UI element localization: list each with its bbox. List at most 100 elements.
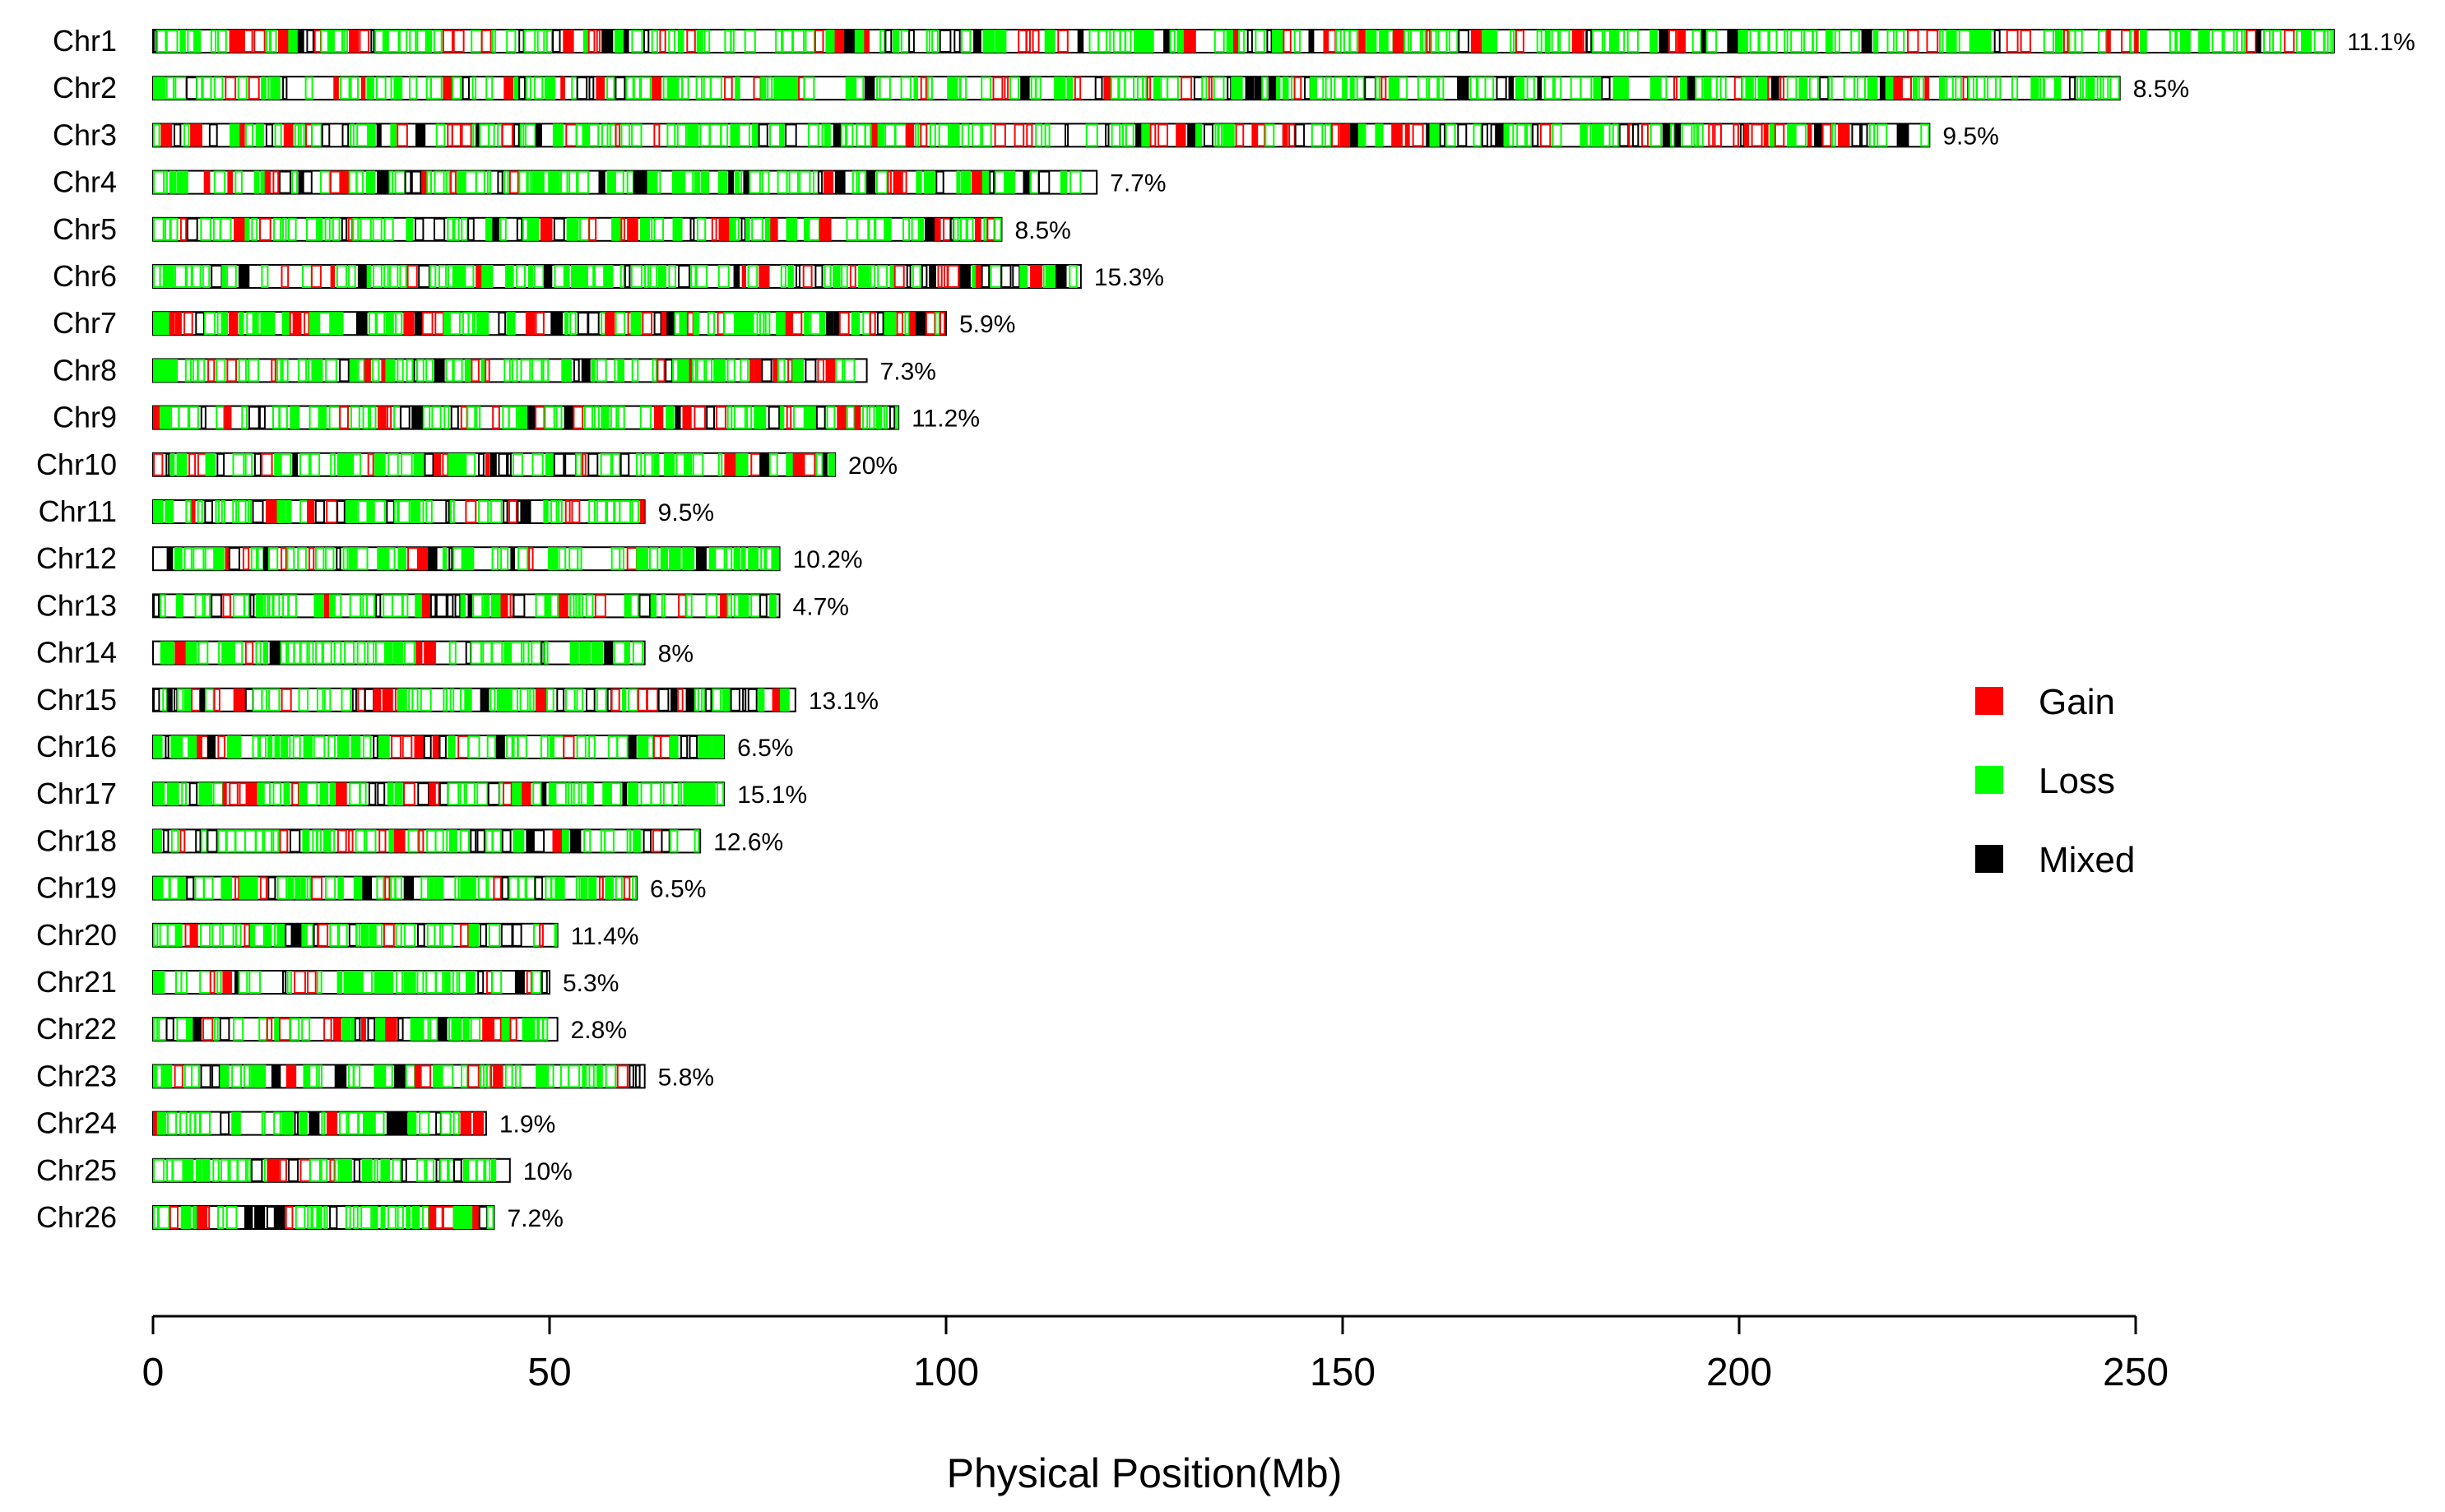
cnv-segment <box>438 1018 448 1041</box>
cnv-segment <box>393 77 403 100</box>
cnv-segment <box>733 547 741 571</box>
cnv-segment <box>1429 123 1441 147</box>
cnv-segment <box>387 30 400 53</box>
cnv-segment <box>397 1018 404 1041</box>
cnv-segment <box>219 1018 230 1041</box>
cnv-segment <box>786 217 797 241</box>
cnv-segment <box>611 217 616 241</box>
cnv-segment <box>1410 30 1422 53</box>
cnv-segment <box>846 123 854 147</box>
cnv-segment <box>1251 123 1257 147</box>
chromosome-percent-label: 12.6% <box>713 828 783 856</box>
cnv-segment <box>389 265 399 288</box>
cnv-segment <box>346 500 358 523</box>
cnv-segment <box>618 359 624 383</box>
cnv-segment <box>316 829 322 853</box>
cnv-segment <box>982 30 995 53</box>
cnv-segment <box>188 735 198 758</box>
cnv-segment <box>321 123 331 147</box>
cnv-segment <box>376 77 387 100</box>
cnv-segment <box>304 77 313 100</box>
cnv-segment <box>961 30 972 53</box>
cnv-segment <box>395 312 403 336</box>
cnv-segment <box>244 30 253 53</box>
cnv-segment <box>553 452 565 476</box>
cnv-segment <box>522 641 530 665</box>
cnv-segment <box>1375 77 1380 100</box>
cnv-segment <box>819 217 832 241</box>
cnv-segment <box>334 1064 347 1088</box>
cnv-segment <box>693 312 700 336</box>
x-tick-label: 50 <box>527 1351 571 1394</box>
cnv-segment <box>902 217 911 241</box>
cnv-segment <box>1293 77 1302 100</box>
cnv-segment <box>318 923 329 947</box>
cnv-segment <box>234 170 243 194</box>
cnv-segment <box>1697 123 1704 147</box>
legend-swatch <box>1975 845 2003 873</box>
cnv-segment <box>651 30 659 53</box>
chromosome-row-chr10: Chr10 20% <box>36 448 898 481</box>
cnv-segment <box>1218 123 1222 147</box>
cnv-segment <box>629 594 639 618</box>
cnv-segment <box>290 1018 300 1041</box>
cnv-segment <box>492 829 502 853</box>
cnv-segment <box>299 123 305 147</box>
cnv-segment <box>385 1018 397 1041</box>
cnv-segment <box>1631 123 1640 147</box>
cnv-segment <box>268 547 279 571</box>
cnv-segment <box>1677 30 1686 53</box>
cnv-segment <box>1808 77 1819 100</box>
cnv-segment <box>793 406 805 429</box>
chromosome-percent-label: 20% <box>848 452 898 480</box>
cnv-segment <box>507 452 512 476</box>
cnv-segment <box>1591 123 1604 147</box>
cnv-segment <box>1032 30 1040 53</box>
cnv-segment <box>689 735 698 758</box>
cnv-segment <box>598 876 604 900</box>
cnv-segment <box>833 312 841 336</box>
cnv-segment <box>650 594 657 618</box>
cnv-segment <box>418 547 428 571</box>
cnv-segment <box>215 500 220 523</box>
cnv-segment <box>1183 30 1196 53</box>
cnv-segment <box>1222 123 1235 147</box>
cnv-segment <box>186 217 198 241</box>
cnv-segment <box>435 594 448 618</box>
cnv-segment <box>317 971 322 994</box>
cnv-segment <box>285 1064 297 1088</box>
cnv-segment <box>568 170 578 194</box>
cnv-segment <box>577 547 582 571</box>
cnv-segment <box>1158 123 1168 147</box>
cnv-segment <box>1276 77 1281 100</box>
cnv-segment <box>564 312 569 336</box>
cnv-segment <box>314 500 325 523</box>
x-axis-title: Physical Position(Mb) <box>947 1450 1343 1496</box>
cnv-segment <box>717 265 730 288</box>
cnv-segment <box>391 735 401 758</box>
cnv-segment <box>369 406 377 429</box>
cnv-segment <box>638 594 651 618</box>
cnv-segment <box>588 77 595 100</box>
chromosome-percent-label: 5.9% <box>959 311 1015 338</box>
cnv-segment <box>467 312 474 336</box>
cnv-segment <box>388 829 396 853</box>
cnv-segment <box>1026 123 1033 147</box>
cnv-segment <box>452 265 466 288</box>
cnv-segment <box>2098 30 2108 53</box>
cnv-segment <box>397 547 406 571</box>
cnv-segment <box>299 641 309 665</box>
cnv-segment <box>653 217 665 241</box>
cnv-segment <box>1055 265 1067 288</box>
cnv-segment <box>1703 77 1710 100</box>
cnv-segment <box>526 829 534 853</box>
cnv-segment <box>1807 123 1812 147</box>
cnv-segment <box>1261 77 1269 100</box>
cnv-segment <box>165 500 174 523</box>
cnv-segment <box>536 1064 544 1088</box>
cnv-segment <box>250 547 258 571</box>
cnv-segment <box>851 312 861 336</box>
cnv-segment <box>516 217 523 241</box>
cnv-segment <box>264 170 271 194</box>
cnv-segment <box>378 735 390 758</box>
